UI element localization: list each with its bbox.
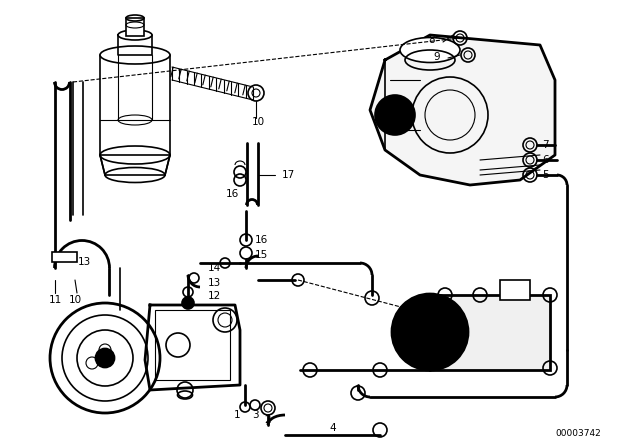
Text: 14: 14	[208, 263, 221, 273]
Text: 5: 5	[542, 170, 548, 180]
Bar	[500, 280, 530, 300]
Bar	[430, 295, 550, 370]
Bar	[126, 18, 144, 36]
Text: 3: 3	[252, 410, 259, 420]
Text: 12: 12	[208, 291, 221, 301]
Text: 9: 9	[433, 52, 440, 62]
Polygon shape	[370, 35, 555, 185]
Ellipse shape	[118, 30, 152, 40]
Text: 11: 11	[49, 295, 61, 305]
Text: 1: 1	[234, 410, 240, 420]
Bar	[155, 310, 230, 380]
Circle shape	[392, 294, 468, 370]
Text: 2: 2	[265, 415, 271, 425]
Text: 15: 15	[255, 250, 268, 260]
Text: 13: 13	[208, 278, 221, 288]
Text: 17: 17	[282, 170, 295, 180]
Ellipse shape	[100, 46, 170, 64]
Text: 7: 7	[542, 140, 548, 150]
Text: 4: 4	[330, 423, 336, 433]
Text: 00003742: 00003742	[555, 428, 601, 438]
Text: 16: 16	[225, 189, 239, 199]
Bar	[52, 252, 77, 262]
Text: 6: 6	[542, 155, 548, 165]
Polygon shape	[118, 35, 152, 55]
Circle shape	[96, 349, 114, 367]
Text: 13: 13	[78, 257, 92, 267]
Circle shape	[375, 95, 415, 135]
Polygon shape	[145, 305, 240, 390]
Circle shape	[182, 297, 194, 309]
Text: 10: 10	[252, 117, 264, 127]
Polygon shape	[100, 155, 170, 175]
Text: 8: 8	[428, 35, 435, 45]
Text: 10: 10	[68, 295, 81, 305]
Ellipse shape	[400, 38, 460, 63]
Text: 16: 16	[255, 235, 268, 245]
